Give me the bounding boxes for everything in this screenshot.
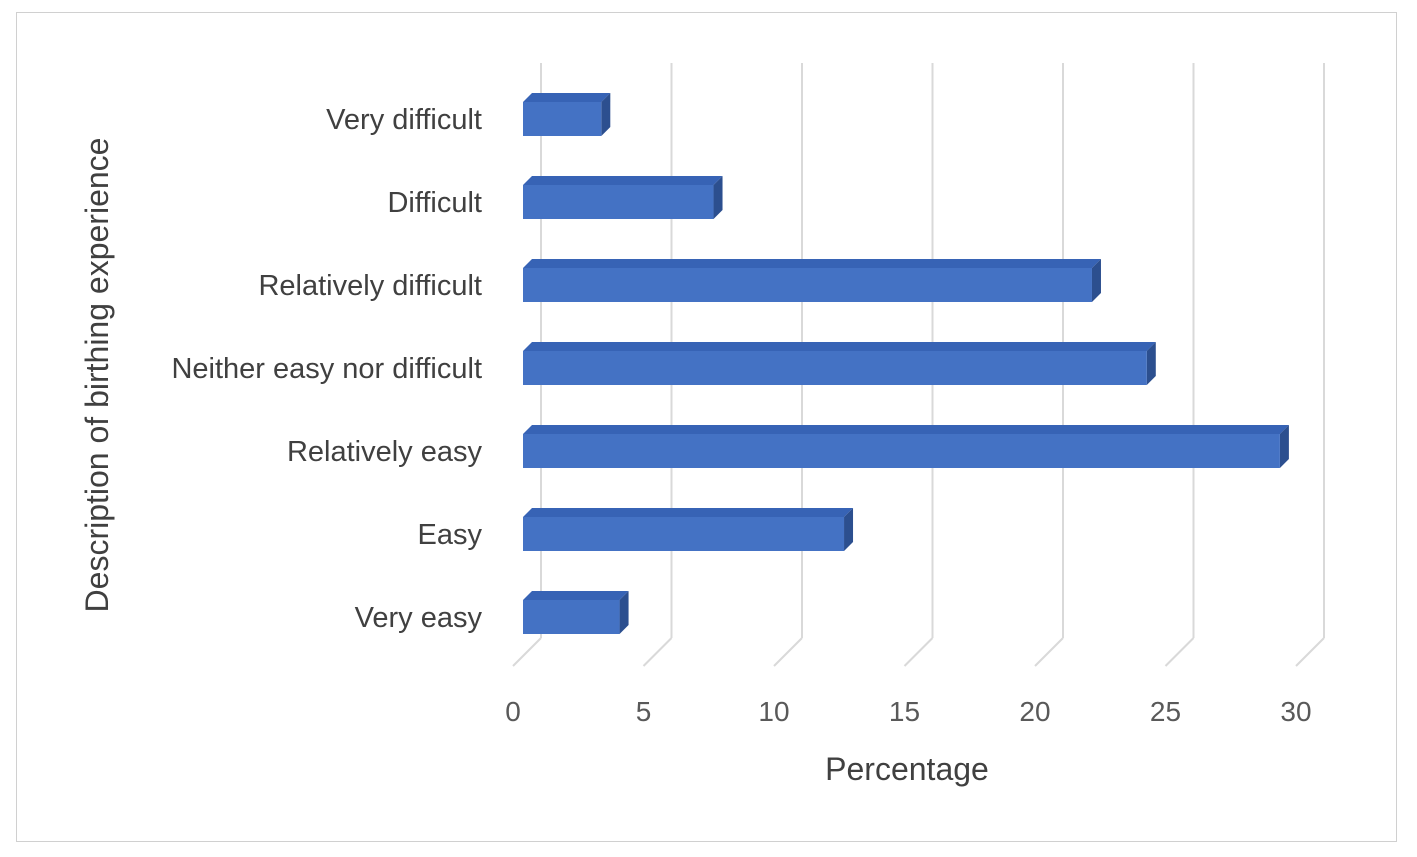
bar-side-face <box>619 591 629 634</box>
bar-top-face <box>523 342 1156 351</box>
x-axis-title: Percentage <box>825 751 989 787</box>
category-label: Easy <box>418 519 483 551</box>
bar <box>523 259 1101 302</box>
floor-line <box>1164 637 1195 667</box>
bar-front-face <box>523 185 714 219</box>
bar-top-face <box>523 176 723 185</box>
y-axis-title: Description of birthing experience <box>79 138 115 613</box>
bar-side-face <box>1279 425 1289 468</box>
bar-top-face <box>523 259 1101 268</box>
x-tick-label: 0 <box>505 696 521 727</box>
bar <box>523 508 854 551</box>
category-label: Relatively easy <box>287 436 483 468</box>
bar-front-face <box>523 434 1280 468</box>
bar-front-face <box>523 102 602 136</box>
x-tick-label: 5 <box>636 696 652 727</box>
bar-side-face <box>844 508 854 551</box>
bar-top-face <box>523 508 854 517</box>
floor-line <box>903 637 934 667</box>
bar-side-face <box>1091 259 1101 302</box>
category-label: Very difficult <box>326 104 482 136</box>
category-label: Neither easy nor difficult <box>171 353 482 385</box>
bar-side-face <box>713 176 723 219</box>
x-tick-label: 25 <box>1150 696 1181 727</box>
chart-floor <box>512 637 1325 667</box>
bars <box>523 93 1289 634</box>
bar-front-face <box>523 517 845 551</box>
bar <box>523 93 611 136</box>
bar-side-face <box>1146 342 1156 385</box>
category-label: Difficult <box>387 187 482 219</box>
floor-line <box>773 637 803 667</box>
category-label: Very easy <box>355 602 483 634</box>
bar-front-face <box>523 351 1147 385</box>
bar <box>523 176 723 219</box>
x-tick-label: 10 <box>758 696 789 727</box>
x-tick-label: 30 <box>1280 696 1311 727</box>
category-label: Relatively difficult <box>258 270 482 302</box>
bar <box>523 342 1156 385</box>
bar-top-face <box>523 93 611 102</box>
bar <box>523 591 629 634</box>
bar-front-face <box>523 600 620 634</box>
bar <box>523 425 1289 468</box>
x-tick-labels: 0 5 10 15 20 25 30 <box>505 696 1311 727</box>
floor-line <box>1295 637 1325 667</box>
floor-line <box>512 637 542 667</box>
x-tick-label: 20 <box>1019 696 1050 727</box>
bar-front-face <box>523 268 1092 302</box>
bar-top-face <box>523 591 629 600</box>
floor-line <box>1034 637 1064 667</box>
bar-side-face <box>601 93 611 136</box>
floor-line <box>642 637 673 667</box>
x-tick-label: 15 <box>889 696 920 727</box>
bar-top-face <box>523 425 1289 434</box>
category-labels: Very difficult Difficult Relatively diffic… <box>171 104 482 634</box>
